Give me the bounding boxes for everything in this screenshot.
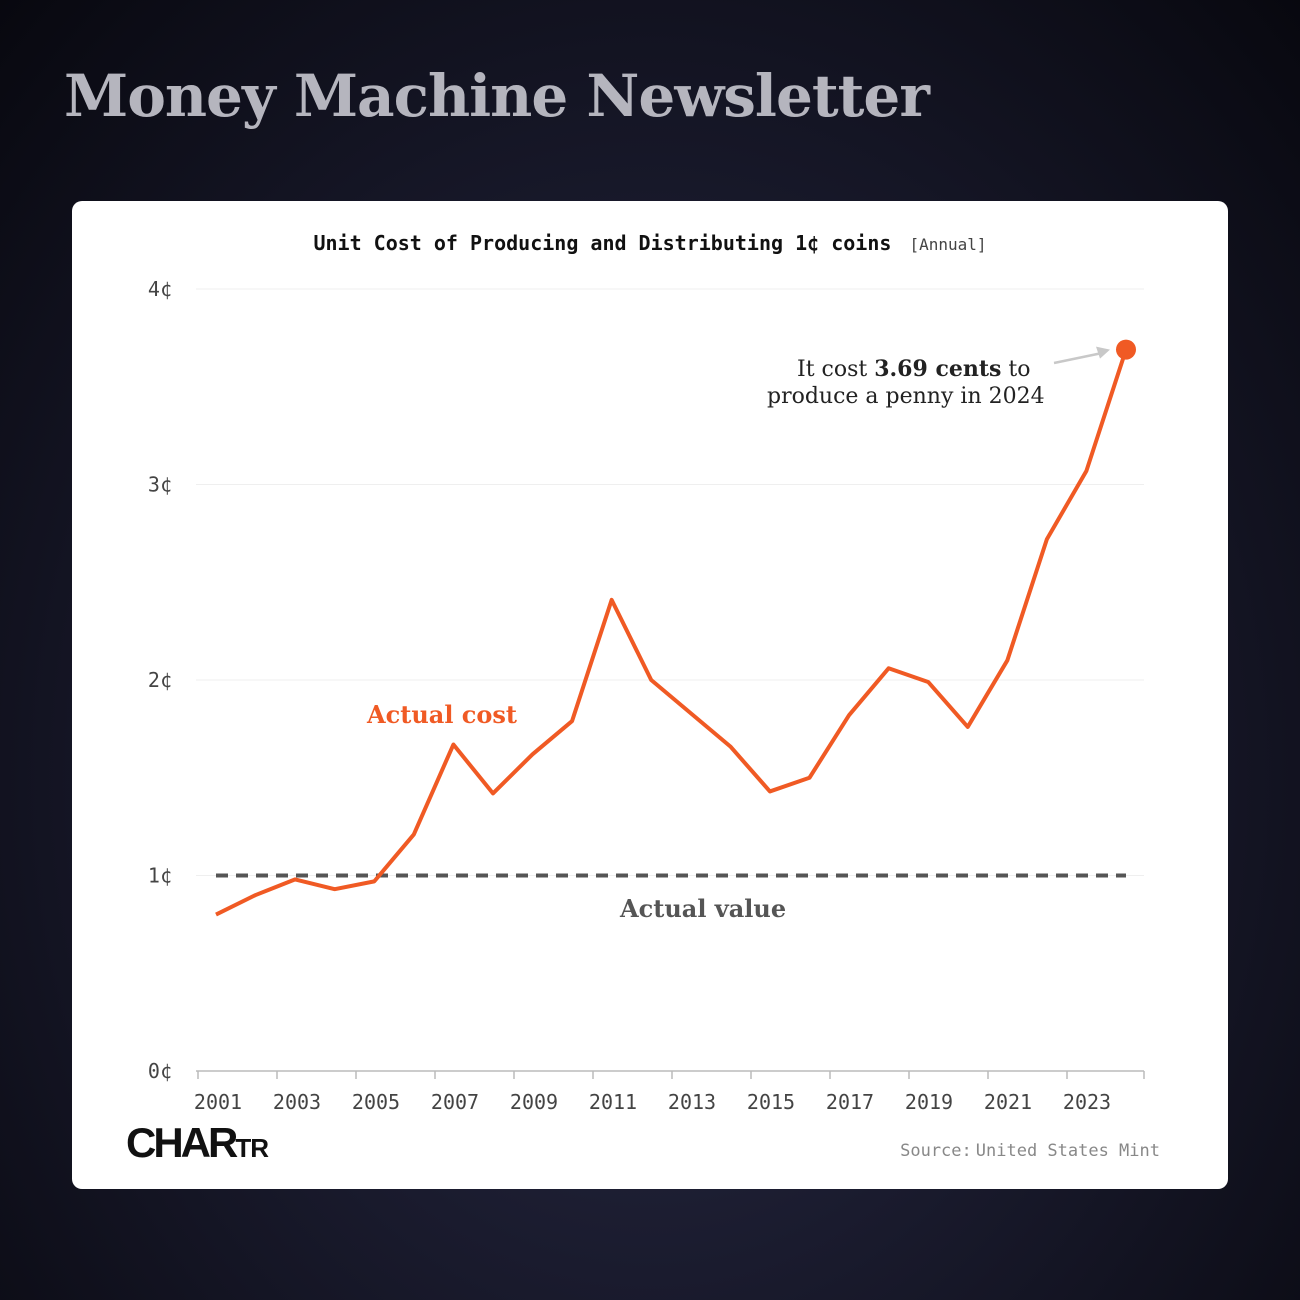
source-label: Source: [900, 1141, 972, 1161]
logo-small: TR [235, 1133, 269, 1163]
annotation-highlight: 3.69 cents [874, 356, 1001, 382]
chartr-logo: CHARTR [126, 1119, 269, 1167]
x-tick-label: 2011 [589, 1090, 637, 1114]
logo-main: CHAR [126, 1119, 238, 1166]
y-tick-label: 4¢ [148, 277, 172, 301]
y-tick-label: 2¢ [148, 668, 172, 692]
y-tick-label: 1¢ [148, 864, 172, 888]
x-tick-label: 2019 [905, 1090, 953, 1114]
x-tick-label: 2009 [510, 1090, 558, 1114]
newsletter-title: Money Machine Newsletter [64, 62, 930, 130]
series-line-actual-cost [215, 348, 1128, 917]
annotation-line1: It cost 3.69 cents to [797, 356, 1031, 382]
x-tick-label: 2013 [668, 1090, 716, 1114]
y-tick-label: 0¢ [148, 1059, 172, 1083]
source-note: Source: United States Mint [900, 1141, 1160, 1161]
x-tick-label: 2017 [826, 1090, 874, 1114]
annotation-line2: produce a penny in 2024 [767, 384, 1045, 409]
chart-title-qualifier: [Annual] [909, 235, 987, 254]
x-tick-label: 2015 [747, 1090, 795, 1114]
chart-card: 0¢ 1¢ 2¢ 3¢ 4¢ 2001 2003 2005 2007 2009 2011 2013 20… [72, 201, 1228, 1189]
x-tick-label: 2003 [273, 1090, 321, 1114]
label-layer: Actual cost Actual value It cost 3.69 cent… [366, 346, 1110, 923]
annotation-arrow-line [1053, 351, 1105, 365]
annotation-arrow-head [1096, 346, 1110, 359]
y-tick-label: 3¢ [148, 473, 172, 497]
x-tick-label: 2023 [1063, 1090, 1111, 1114]
annotation-prefix: It cost [797, 357, 874, 382]
x-tick-label: 2007 [431, 1090, 479, 1114]
chart-svg: 0¢ 1¢ 2¢ 3¢ 4¢ 2001 2003 2005 2007 2009 2011 2013 20… [148, 277, 1145, 1114]
series-label-actual-cost: Actual cost [366, 700, 517, 729]
source-value: United States Mint [975, 1141, 1160, 1161]
axis-layer: 0¢ 1¢ 2¢ 3¢ 4¢ 2001 2003 2005 2007 2009 2011 2013 20… [148, 277, 1145, 1114]
annotation-suffix: to [1001, 357, 1030, 382]
x-tick-label: 2021 [984, 1090, 1032, 1114]
chart-title: Unit Cost of Producing and Distributing … [72, 231, 1228, 255]
chart-title-main: Unit Cost of Producing and Distributing … [313, 231, 892, 255]
series-layer [215, 339, 1136, 917]
series-label-actual-value: Actual value [619, 894, 786, 923]
x-tick-label: 2005 [352, 1090, 400, 1114]
data-point-2024 [1116, 339, 1136, 360]
x-tick-label: 2001 [194, 1090, 242, 1114]
